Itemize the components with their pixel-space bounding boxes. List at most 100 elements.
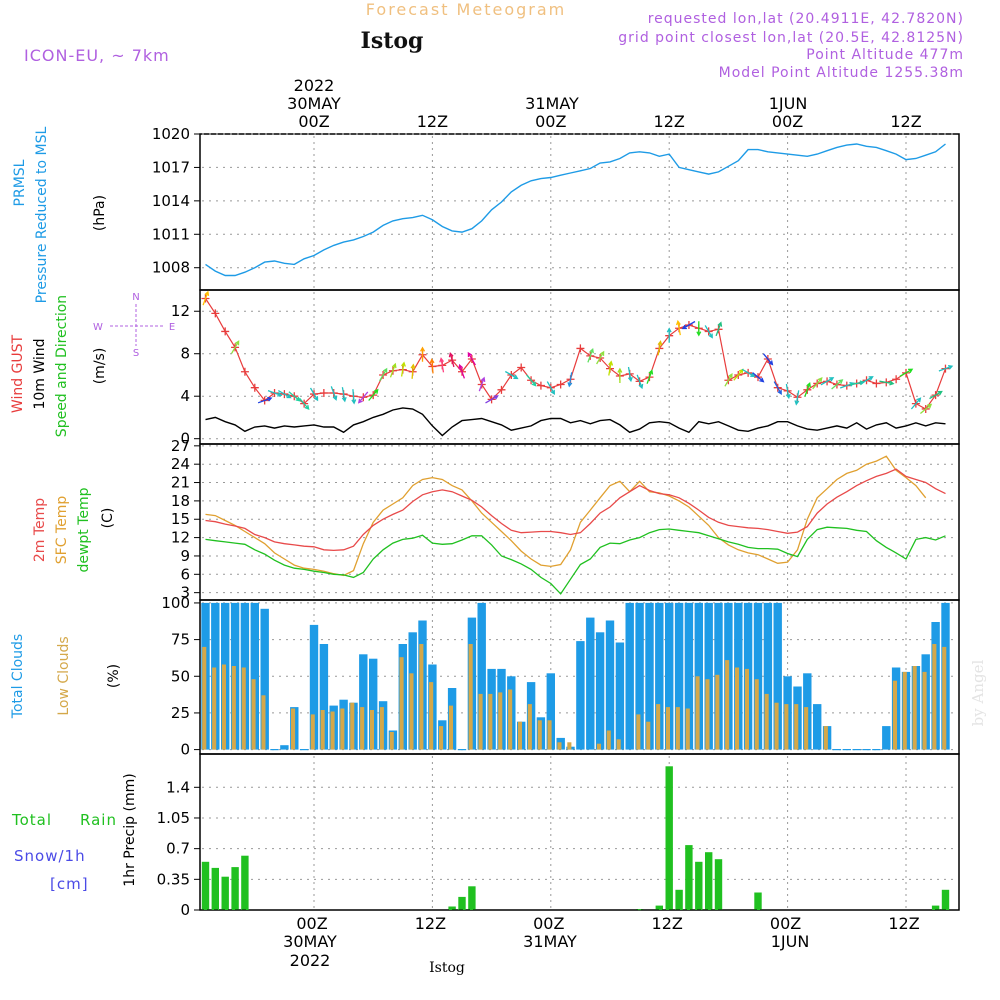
bottom-tick-label: 12Z [415, 914, 446, 933]
wind-arrow [785, 383, 791, 400]
model-altitude: Model Point Altitude 1255.38m [719, 65, 964, 81]
wind-arrow [752, 372, 765, 383]
low-cloud-bar [360, 707, 365, 750]
rain-bar [754, 892, 762, 910]
low-cloud-bar [369, 710, 374, 750]
panel-frame: 0 4 8 12 [171, 289, 960, 448]
rain-bar [941, 889, 950, 910]
bottom-date-30may: 30MAY [283, 932, 337, 951]
wind-arrow [368, 388, 379, 401]
y-tick-label: 0 [180, 741, 190, 759]
rain-bar [655, 905, 663, 910]
panel-border [199, 753, 960, 911]
total-cloud-bar [694, 602, 703, 750]
rain-bar [675, 889, 683, 910]
wind-arrow [715, 321, 723, 337]
wind-arrow [636, 374, 644, 390]
wind-arrow [657, 340, 663, 356]
y-tick-label: 1.4 [166, 778, 190, 796]
gust-marker [517, 363, 526, 372]
y-tick-label: 18 [171, 492, 190, 510]
rain-bar [705, 852, 713, 910]
snow-label: Snow/1h [14, 847, 86, 865]
low-cloud-bar [922, 671, 927, 750]
y-tick-label: 3 [180, 584, 190, 602]
gust-marker [536, 381, 545, 390]
y-tick-label: 1014 [152, 192, 190, 210]
wind-arrow [429, 358, 435, 374]
wind-arrow [929, 390, 943, 400]
wind-arrow [646, 369, 654, 384]
wind-arrow [277, 390, 292, 399]
low-cloud-bar [320, 710, 325, 750]
wind-arrow [288, 391, 301, 402]
low-cloud-bar [202, 646, 207, 750]
gust-marker [250, 383, 259, 392]
t2m-line [205, 468, 946, 552]
low-cloud-bar [429, 682, 434, 750]
low-cloud-bar [596, 743, 601, 750]
total-cloud-bar [605, 620, 615, 750]
y-tick-label: 1008 [152, 259, 190, 277]
wind-arrow [351, 389, 357, 405]
wind-arrow [938, 364, 954, 372]
bottom-year: 2022 [290, 951, 331, 970]
low-cloud-bar [675, 707, 680, 750]
wind-arrow [299, 397, 310, 411]
location-title: Istog [361, 28, 424, 54]
wind-arrow [587, 348, 594, 363]
rain-bar [211, 867, 219, 910]
t2m-label: 2m Temp [32, 498, 48, 562]
y-tick-label: 9 [180, 547, 190, 565]
total-cloud-bar [359, 654, 368, 750]
total-cloud-bar [753, 602, 763, 750]
wind-arrow [420, 346, 426, 362]
total-cloud-bar [309, 624, 319, 750]
y-tick-label: 1017 [152, 158, 190, 176]
wind-label: 10m Wind [32, 338, 48, 409]
clouds-unit: (%) [106, 664, 122, 688]
low-cloud-bar [932, 644, 937, 750]
gust-marker [221, 327, 230, 336]
low-cloud-bar [310, 714, 315, 750]
top-date-1jun: 1JUN [769, 94, 808, 113]
total-cloud-bar [595, 632, 605, 750]
wind-arrow [389, 362, 397, 378]
wind-arrow [910, 397, 922, 410]
low-cloud-bar [636, 714, 641, 750]
total-cloud-bar [684, 602, 694, 750]
wind-arrow [794, 390, 800, 406]
wind-arrow [257, 396, 273, 404]
compass-e: E [169, 322, 175, 333]
rain-bar [665, 766, 673, 910]
total-cloud-bar [813, 704, 822, 750]
wind-arrow [267, 389, 283, 397]
low-cloud-bar [616, 739, 621, 750]
rain-bar [201, 861, 210, 910]
rain-bar [695, 861, 703, 910]
precip-unit: 1hr Precip (mm) [122, 773, 138, 886]
bottom-date-1jun: 1JUN [771, 932, 810, 951]
panel-border [199, 443, 960, 601]
total-cloud-bar [260, 608, 269, 750]
y-tick-label: 1011 [152, 225, 190, 243]
gust-marker [497, 385, 506, 394]
total-cloud-bar [586, 617, 595, 750]
watermark: by Angel [969, 659, 987, 726]
y-tick-label: 4 [180, 387, 190, 405]
bottom-tick-label: 00Z [296, 914, 327, 933]
low-cloud-bar [606, 730, 611, 750]
rain-bar [231, 867, 239, 910]
wind-arrow [485, 395, 499, 404]
low-cloud-bar [498, 692, 503, 750]
gust-marker [211, 309, 220, 318]
wind-arrow [341, 387, 347, 403]
low-cloud-bar [468, 644, 473, 750]
low-cloud-bar [340, 708, 345, 750]
pressure-label-prmsl: PRMSL [12, 159, 28, 206]
wind-arrow [919, 403, 933, 414]
top-date-30may: 30MAY [287, 94, 341, 113]
low-cloud-bar [685, 708, 690, 750]
compass-n: N [132, 292, 139, 303]
